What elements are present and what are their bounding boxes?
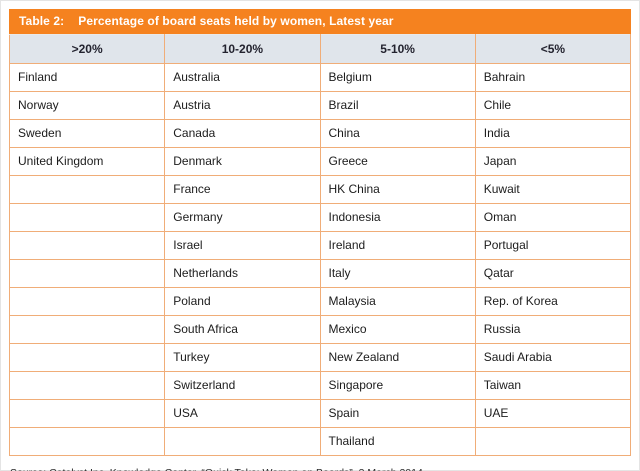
- table-row: France HK China Kuwait: [8, 175, 632, 204]
- table-cell: Rep. of Korea: [474, 287, 632, 316]
- table-cell: Japan: [474, 147, 632, 176]
- table-cell: [8, 371, 166, 400]
- table-row: Turkey New Zealand Saudi Arabia: [8, 343, 632, 372]
- table-title-bar: Table 2: Percentage of board seats held …: [9, 9, 631, 34]
- board-seats-table: >20% 10-20% 5-10% <5% Finland Australia Be…: [8, 34, 632, 456]
- table-cell: Thailand: [319, 427, 476, 456]
- table-cell: Greece: [319, 147, 476, 176]
- table-cell: Mexico: [319, 315, 476, 344]
- column-header-5-10: 5-10%: [319, 34, 476, 64]
- table-cell: Saudi Arabia: [474, 343, 632, 372]
- table-cell: Israel: [164, 231, 321, 260]
- table-cell: Bahrain: [474, 63, 632, 92]
- table-cell: [474, 427, 632, 456]
- table-row: Norway Austria Brazil Chile: [8, 91, 632, 120]
- source-note: Source: Catalyst Inc. Knowledge Center, …: [9, 467, 631, 471]
- table-row: Switzerland Singapore Taiwan: [8, 371, 632, 400]
- table-cell: Chile: [474, 91, 632, 120]
- table-cell: Poland: [164, 287, 321, 316]
- table-cell: Denmark: [164, 147, 321, 176]
- table-cell: USA: [164, 399, 321, 428]
- table-cell: Spain: [319, 399, 476, 428]
- table-cell: China: [319, 119, 476, 148]
- table-header-row: >20% 10-20% 5-10% <5%: [8, 34, 632, 64]
- table-row: United Kingdom Denmark Greece Japan: [8, 147, 632, 176]
- table-cell: Austria: [164, 91, 321, 120]
- table-cell: Canada: [164, 119, 321, 148]
- table-cell: [8, 231, 166, 260]
- table-cell: Portugal: [474, 231, 632, 260]
- table-cell: Norway: [8, 91, 166, 120]
- table-cell: United Kingdom: [8, 147, 166, 176]
- table-cell: France: [164, 175, 321, 204]
- table-cell: Italy: [319, 259, 476, 288]
- table-cell: Switzerland: [164, 371, 321, 400]
- table-cell: [8, 315, 166, 344]
- table-cell: Indonesia: [319, 203, 476, 232]
- table-cell: Russia: [474, 315, 632, 344]
- table-cell: Germany: [164, 203, 321, 232]
- table-cell: [164, 427, 321, 456]
- column-header-gt20: >20%: [8, 34, 166, 64]
- table-cell: Finland: [8, 63, 166, 92]
- table-cell: [8, 203, 166, 232]
- table-number-label: Table 2:: [19, 14, 65, 28]
- table-row: USA Spain UAE: [8, 399, 632, 428]
- table-cell: [8, 287, 166, 316]
- table-cell: UAE: [474, 399, 632, 428]
- table-cell: [8, 427, 166, 456]
- table-cell: Taiwan: [474, 371, 632, 400]
- table-title: Percentage of board seats held by women,…: [78, 14, 394, 28]
- column-header-lt5: <5%: [474, 34, 632, 64]
- table-cell: [8, 343, 166, 372]
- table-cell: Malaysia: [319, 287, 476, 316]
- table-cell: Qatar: [474, 259, 632, 288]
- table-row: Israel Ireland Portugal: [8, 231, 632, 260]
- table-cell: HK China: [319, 175, 476, 204]
- table-cell: Sweden: [8, 119, 166, 148]
- table-cell: Netherlands: [164, 259, 321, 288]
- table-cell: [8, 259, 166, 288]
- table-cell: [8, 175, 166, 204]
- table-cell: Oman: [474, 203, 632, 232]
- table-cell: Belgium: [319, 63, 476, 92]
- table-cell: New Zealand: [319, 343, 476, 372]
- table-row: Finland Australia Belgium Bahrain: [8, 63, 632, 92]
- table-body: Finland Australia Belgium Bahrain Norway Aust…: [8, 63, 632, 456]
- table-row: South Africa Mexico Russia: [8, 315, 632, 344]
- table-cell: [8, 399, 166, 428]
- table-cell: Singapore: [319, 371, 476, 400]
- table-cell: Australia: [164, 63, 321, 92]
- table-row: Poland Malaysia Rep. of Korea: [8, 287, 632, 316]
- table-cell: Brazil: [319, 91, 476, 120]
- table-cell: South Africa: [164, 315, 321, 344]
- table-cell: Turkey: [164, 343, 321, 372]
- table-row: Netherlands Italy Qatar: [8, 259, 632, 288]
- table-row: Sweden Canada China India: [8, 119, 632, 148]
- column-header-10-20: 10-20%: [164, 34, 321, 64]
- table-cell: India: [474, 119, 632, 148]
- table-cell: Ireland: [319, 231, 476, 260]
- table-row: Germany Indonesia Oman: [8, 203, 632, 232]
- table-cell: Kuwait: [474, 175, 632, 204]
- table-row: Thailand: [8, 427, 632, 456]
